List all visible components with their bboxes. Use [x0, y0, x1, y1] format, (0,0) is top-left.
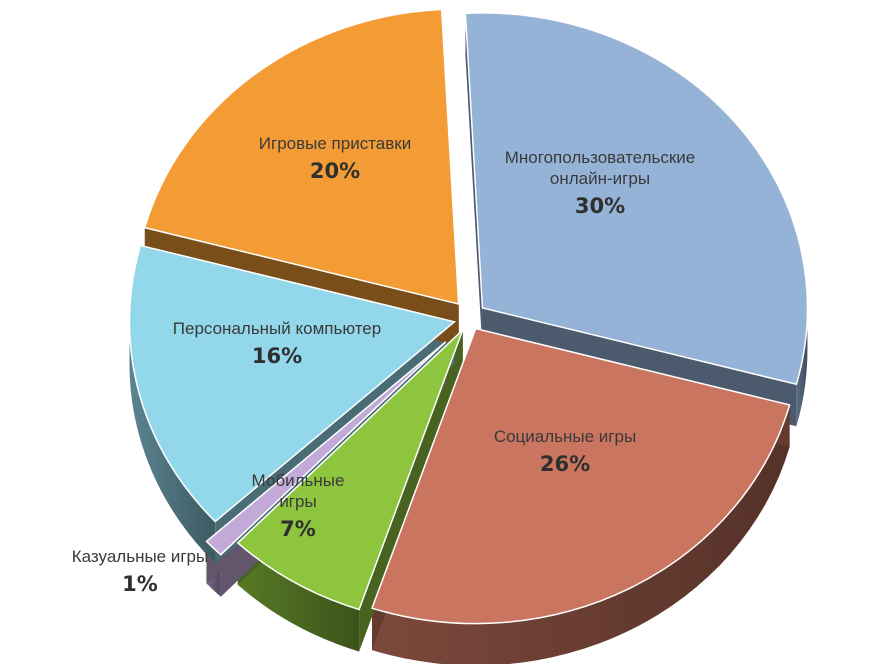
slice-4 [205, 341, 447, 556]
slice-outer-wall [237, 542, 360, 652]
slice-3 [236, 329, 464, 611]
slice-value-label: 30% [575, 194, 625, 218]
slice-label: онлайн-игры [550, 169, 650, 188]
slice-label: Казуальные игры [72, 547, 208, 566]
slice-1 [464, 12, 809, 386]
slice-value-label: 16% [252, 344, 302, 368]
slice-label: Мобильные [252, 471, 345, 490]
slice-value-label: 20% [310, 159, 360, 183]
slice-2 [371, 327, 791, 625]
slice-label: Многопользовательские [505, 148, 695, 167]
slice-labels: Многопользовательские онлайн-игры 30% Социа… [72, 134, 695, 596]
slice-label: игры [279, 492, 316, 511]
slice-label: Игровые приставки [259, 134, 411, 153]
slice-label: Персональный компьютер [173, 319, 381, 338]
slice-outer-wall [372, 404, 790, 664]
slice-6 [143, 8, 460, 305]
slice-outer-wall [796, 307, 808, 427]
slice-value-label: 7% [280, 517, 316, 541]
slice-outer-wall [129, 321, 216, 564]
slice-5 [128, 244, 457, 523]
slice-value-label: 26% [540, 452, 590, 476]
slice-label: Социальные игры [494, 427, 636, 446]
slice-value-label: 1% [122, 572, 158, 596]
slice-tops [128, 8, 809, 625]
